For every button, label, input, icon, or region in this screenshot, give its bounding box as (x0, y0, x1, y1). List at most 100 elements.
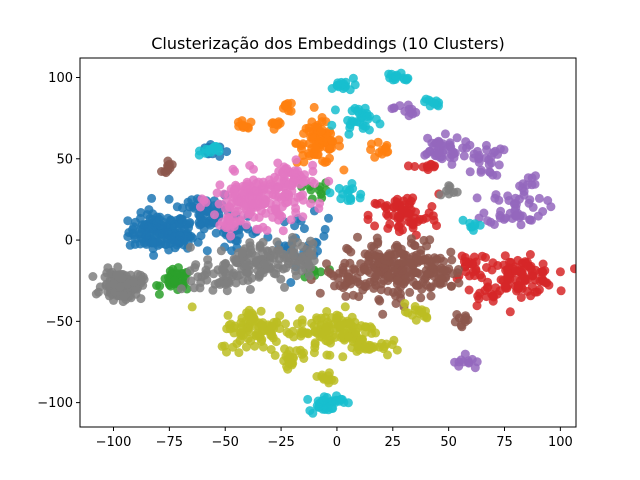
scatter-point-cluster-7 (230, 255, 240, 265)
scatter-point-cluster-9 (458, 215, 468, 225)
scatter-point-cluster-0 (299, 224, 309, 234)
scatter-point-cluster-0 (195, 220, 205, 230)
scatter-point-cluster-1 (286, 98, 296, 108)
scatter-point-cluster-9 (330, 105, 340, 115)
y-tick-label: −50 (46, 315, 73, 330)
scatter-point-cluster-9 (344, 129, 354, 139)
scatter-point-cluster-4 (463, 356, 473, 366)
scatter-point-cluster-3 (505, 307, 515, 317)
scatter-point-cluster-6 (286, 215, 296, 225)
scatter-point-cluster-5 (356, 267, 365, 277)
scatter-point-cluster-5 (335, 281, 345, 291)
scatter-point-cluster-5 (379, 263, 389, 273)
scatter-point-cluster-7 (136, 294, 146, 304)
scatter-point-cluster-7 (243, 261, 253, 271)
scatter-point-cluster-8 (421, 306, 430, 316)
scatter-point-cluster-8 (411, 315, 421, 325)
scatter-point-cluster-5 (370, 253, 380, 263)
scatter-point-cluster-0 (182, 209, 192, 219)
scatter-point-cluster-5 (373, 271, 383, 281)
scatter-point-cluster-5 (344, 274, 354, 284)
scatter-point-cluster-1 (316, 127, 326, 136)
scatter-point-cluster-0 (319, 231, 329, 241)
scatter-point-cluster-0 (175, 223, 185, 233)
scatter-point-cluster-0 (184, 223, 193, 233)
scatter-point-cluster-5 (431, 256, 441, 266)
scatter-point-cluster-8 (270, 350, 280, 360)
chart-title: Clusterização dos Embeddings (10 Cluster… (151, 34, 505, 53)
scatter-point-cluster-9 (327, 120, 337, 130)
scatter-point-cluster-6 (254, 224, 263, 234)
x-tick-label: 100 (548, 435, 573, 450)
scatter-point-cluster-8 (324, 368, 334, 378)
scatter-point-cluster-7 (296, 252, 306, 262)
scatter-point-cluster-3 (406, 218, 416, 228)
scatter-point-cluster-3 (370, 221, 380, 231)
scatter-point-cluster-5 (326, 269, 336, 279)
scatter-point-cluster-9 (353, 106, 363, 116)
scatter-point-cluster-6 (229, 186, 239, 196)
scatter-point-cluster-9 (345, 120, 355, 130)
scatter-point-cluster-5 (396, 282, 406, 292)
scatter-point-cluster-0 (128, 225, 138, 235)
scatter-point-cluster-5 (322, 259, 331, 269)
scatter-point-cluster-9 (327, 84, 337, 93)
scatter-point-cluster-6 (214, 199, 224, 209)
scatter-point-cluster-1 (238, 120, 248, 130)
scatter-point-cluster-1 (310, 143, 320, 153)
x-tick-label: 50 (440, 435, 457, 450)
scatter-point-cluster-6 (262, 225, 272, 235)
scatter-point-cluster-6 (278, 168, 288, 178)
scatter-point-cluster-0 (196, 231, 206, 241)
scatter-point-cluster-7 (255, 242, 265, 251)
scatter-point-cluster-5 (416, 293, 426, 303)
points-layer (88, 68, 576, 418)
scatter-point-cluster-8 (229, 328, 239, 338)
scatter-point-cluster-3 (394, 227, 404, 237)
scatter-point-cluster-6 (273, 183, 283, 193)
scatter-point-cluster-7 (203, 255, 213, 265)
scatter-point-cluster-7 (88, 272, 98, 281)
scatter-point-cluster-5 (383, 271, 393, 281)
scatter-point-cluster-1 (339, 165, 349, 175)
scatter-point-cluster-7 (185, 242, 195, 252)
scatter-point-cluster-5 (382, 251, 392, 261)
scatter-point-cluster-3 (556, 286, 566, 296)
scatter-point-cluster-4 (472, 193, 482, 203)
scatter-point-cluster-8 (258, 342, 268, 352)
scatter-point-cluster-6 (245, 208, 255, 218)
scatter-point-cluster-4 (538, 207, 548, 216)
scatter-point-cluster-2 (170, 276, 180, 286)
scatter-point-cluster-8 (250, 341, 260, 351)
scatter-point-cluster-4 (474, 158, 484, 167)
scatter-point-cluster-3 (472, 301, 482, 311)
scatter-point-cluster-3 (538, 268, 548, 278)
scatter-point-cluster-4 (494, 195, 504, 205)
scatter-point-cluster-9 (362, 112, 372, 121)
scatter-point-cluster-4 (503, 191, 513, 201)
scatter-point-cluster-8 (267, 321, 277, 331)
scatter-point-cluster-5 (452, 310, 462, 319)
scatter-point-cluster-5 (369, 283, 379, 293)
scatter-point-cluster-0 (154, 214, 164, 224)
scatter-point-cluster-7 (269, 253, 279, 263)
scatter-point-cluster-5 (398, 257, 408, 267)
scatter-point-cluster-8 (288, 326, 298, 336)
scatter-point-cluster-4 (459, 151, 469, 161)
scatter-point-cluster-7 (246, 245, 256, 255)
scatter-point-cluster-8 (223, 310, 233, 320)
scatter-point-cluster-4 (490, 146, 500, 156)
scatter-point-cluster-7 (305, 248, 315, 258)
scatter-point-cluster-9 (334, 183, 344, 193)
scatter-point-cluster-7 (276, 274, 286, 284)
scatter-point-cluster-0 (147, 193, 157, 203)
scatter-point-cluster-8 (296, 327, 306, 337)
scatter-point-cluster-3 (470, 271, 479, 281)
scatter-point-cluster-4 (543, 196, 553, 205)
scatter-point-cluster-3 (503, 270, 513, 280)
scatter-point-cluster-0 (130, 239, 140, 249)
scatter-point-cluster-0 (123, 216, 133, 226)
scatter-point-cluster-5 (360, 249, 370, 259)
scatter-point-cluster-5 (426, 291, 436, 301)
